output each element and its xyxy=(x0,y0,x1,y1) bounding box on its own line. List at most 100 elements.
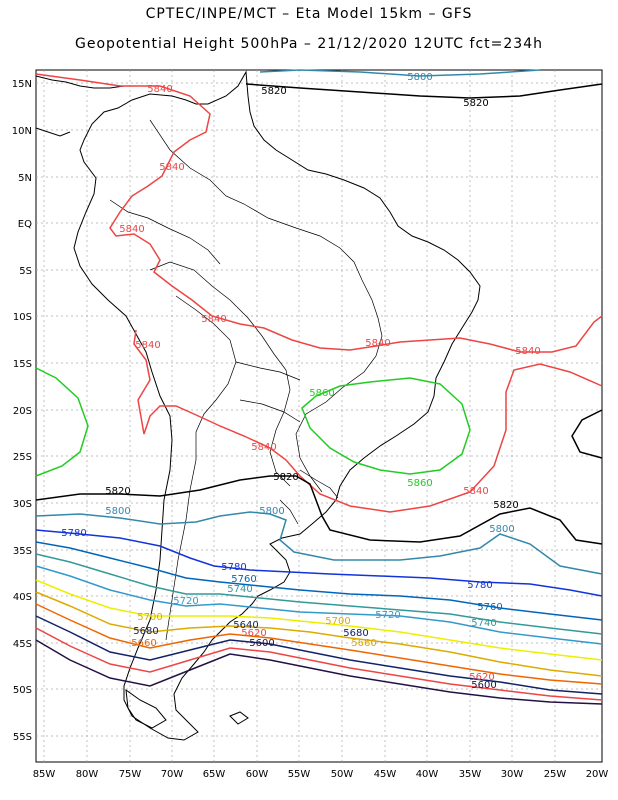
contour-label-5800: 5800 xyxy=(259,506,284,517)
contour-5860 xyxy=(301,377,471,475)
lat-label: 15S xyxy=(13,359,32,370)
contour-label-5840: 5840 xyxy=(135,340,160,351)
contour-label-5600: 5600 xyxy=(249,638,274,649)
chart-subtitle: Geopotential Height 500hPa – 21/12/2020 … xyxy=(75,36,543,52)
lon-label: 45W xyxy=(374,769,397,780)
lat-label: 25S xyxy=(13,452,32,463)
lon-label: 75W xyxy=(119,769,142,780)
contour-label-5800: 5800 xyxy=(105,506,130,517)
lon-label: 35W xyxy=(459,769,482,780)
longitude-labels: 85W 80W 75W 70W 65W 60W 55W 50W 45W 40W … xyxy=(33,769,609,780)
contour-label-5820: 5820 xyxy=(261,86,286,97)
contour-label-5740: 5740 xyxy=(227,584,252,595)
lon-label: 70W xyxy=(161,769,184,780)
contour-5780 xyxy=(35,529,603,597)
contour-label-5860: 5860 xyxy=(309,388,334,399)
contour-label-5660: 5660 xyxy=(351,638,376,649)
lat-label: 50S xyxy=(13,685,32,696)
contour-label-5660: 5660 xyxy=(131,638,156,649)
contour-label-5840: 5840 xyxy=(159,162,184,173)
lat-label: 40S xyxy=(13,592,32,603)
lon-label: 65W xyxy=(203,769,226,780)
contour-label-5800: 5800 xyxy=(407,72,432,83)
contour-label-5760: 5760 xyxy=(477,602,502,613)
contour-5660 xyxy=(35,603,603,685)
contour-5820 xyxy=(571,409,603,459)
contour-label-5780: 5780 xyxy=(467,580,492,591)
contour-5860 xyxy=(35,367,89,477)
chart-title: CPTEC/INPE/MCT – Eta Model 15km – GFS xyxy=(145,6,473,22)
lon-label: 80W xyxy=(76,769,99,780)
contour-label-5720: 5720 xyxy=(375,610,400,621)
contour-label-5840: 5840 xyxy=(201,314,226,325)
contour-5820 xyxy=(35,475,603,545)
lat-label: 55S xyxy=(13,732,32,743)
lat-label: 10N xyxy=(12,126,32,137)
contour-5800 xyxy=(35,511,603,575)
lon-label: 50W xyxy=(331,769,354,780)
contour-label-5860: 5860 xyxy=(407,478,432,489)
contour-label-5700: 5700 xyxy=(137,612,162,623)
map-frame xyxy=(35,69,603,763)
falklands xyxy=(229,711,249,725)
contour-5740 xyxy=(35,553,603,635)
contour-label-5680: 5680 xyxy=(343,628,368,639)
lat-label: 45S xyxy=(13,639,32,650)
contour-labels: 5840 5820 5800 5820 5840 5840 5840 5840 … xyxy=(61,72,540,691)
contour-label-5840: 5840 xyxy=(147,84,172,95)
contour-label-5780: 5780 xyxy=(221,562,246,573)
contour-label-5760: 5760 xyxy=(231,574,256,585)
graticule xyxy=(36,70,602,762)
contour-label-5820: 5820 xyxy=(493,500,518,511)
contour-label-5820: 5820 xyxy=(273,472,298,483)
tierra-del-fuego xyxy=(125,688,167,729)
contour-5720 xyxy=(35,565,603,645)
lat-label: 30S xyxy=(13,499,32,510)
contour-label-5620: 5620 xyxy=(241,628,266,639)
contour-label-5800: 5800 xyxy=(489,524,514,535)
contour-label-5700: 5700 xyxy=(325,616,350,627)
lat-label: 15N xyxy=(12,79,32,90)
contour-label-5820: 5820 xyxy=(105,486,130,497)
lon-label: 30W xyxy=(501,769,524,780)
lat-label: 35S xyxy=(13,546,32,557)
contour-5600 xyxy=(35,639,603,705)
lon-label: 55W xyxy=(288,769,311,780)
contour-5820 xyxy=(245,83,603,99)
contour-label-5840: 5840 xyxy=(515,346,540,357)
contour-label-5820: 5820 xyxy=(463,98,488,109)
contour-5840 xyxy=(35,73,603,353)
lat-label: 20S xyxy=(13,406,32,417)
contour-5640 xyxy=(35,615,603,695)
contour-label-5680: 5680 xyxy=(133,626,158,637)
lat-label: 5S xyxy=(19,266,32,277)
latitude-labels: 15N 10N 5N EQ 5S 10S 15S 20S 25S 30S 35S… xyxy=(12,79,32,743)
contour-5800 xyxy=(259,69,541,77)
contour-5680 xyxy=(35,591,603,677)
country-borders xyxy=(109,119,383,641)
lon-label: 40W xyxy=(416,769,439,780)
contour-label-5720: 5720 xyxy=(173,596,198,607)
contour-label-5600: 5600 xyxy=(471,680,496,691)
contour-label-5640: 5640 xyxy=(233,620,258,631)
contour-label-5840: 5840 xyxy=(365,338,390,349)
lat-label: EQ xyxy=(18,219,32,230)
lon-label: 25W xyxy=(544,769,567,780)
contour-label-5840: 5840 xyxy=(251,442,276,453)
contour-5760 xyxy=(35,541,603,621)
lon-label: 85W xyxy=(33,769,56,780)
central-america-coastline xyxy=(35,75,125,137)
lon-label: 20W xyxy=(586,769,609,780)
contour-label-5840: 5840 xyxy=(463,486,488,497)
lon-label: 60W xyxy=(246,769,269,780)
contour-5620 xyxy=(35,627,603,701)
contour-lines xyxy=(35,69,603,705)
lat-label: 10S xyxy=(13,312,32,323)
contour-5840 xyxy=(133,329,603,513)
contour-label-5840: 5840 xyxy=(119,224,144,235)
lat-label: 5N xyxy=(18,173,32,184)
contour-label-5620: 5620 xyxy=(469,672,494,683)
contour-label-5780: 5780 xyxy=(61,528,86,539)
contour-label-5740: 5740 xyxy=(471,618,496,629)
